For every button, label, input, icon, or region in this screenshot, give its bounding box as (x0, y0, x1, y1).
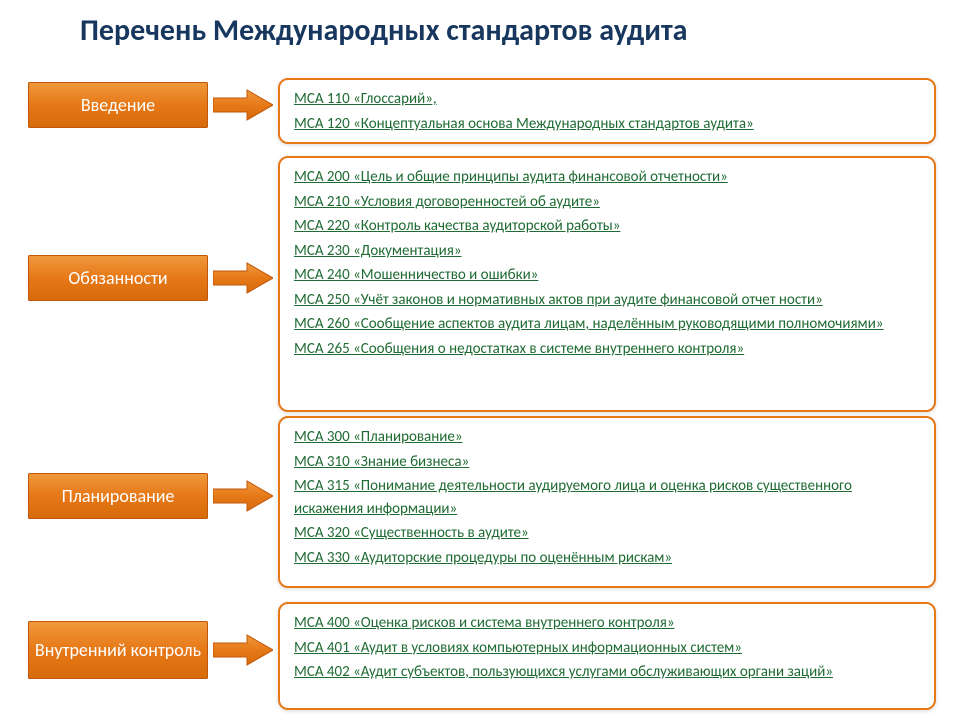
label-col: Планирование (28, 416, 208, 576)
standard-item: МСА 320 «Существенность в аудите» (294, 522, 920, 545)
content-box: МСА 200 «Цель и общие принципы аудита фи… (278, 156, 936, 412)
section-row: Обязанности МСА 200 «Цель и общие принци… (28, 156, 936, 400)
slide: Перечень Международных стандартов аудита… (0, 0, 960, 720)
section-row: Внутренний контроль МСА 400 «Оценка риск… (28, 602, 936, 698)
standard-item: МСА 230 «Документация» (294, 240, 920, 263)
page-title: Перечень Международных стандартов аудита (80, 12, 687, 49)
arrow-right-icon (213, 88, 273, 122)
standard-item: МСА 402 «Аудит субъектов, пользующихся у… (294, 661, 920, 684)
standard-item: МСА 120 «Концептуальная основа Междунаро… (294, 113, 920, 136)
standard-item: МСА 315 «Понимание деятельности аудируем… (294, 475, 920, 520)
arrow-right-icon (213, 261, 273, 295)
arrow-col (208, 78, 278, 132)
standard-item: МСА 110 «Глоссарий», (294, 88, 920, 111)
arrow-col (208, 602, 278, 698)
section-label: Обязанности (28, 255, 208, 301)
standard-item: МСА 260 «Сообщение аспектов аудита лицам… (294, 313, 920, 336)
arrow-right-icon (213, 633, 273, 667)
arrow-col (208, 156, 278, 400)
section-label: Внутренний контроль (28, 621, 208, 679)
arrow-right-icon (213, 479, 273, 513)
standard-item: МСА 240 «Мошенничество и ошибки» (294, 264, 920, 287)
arrow-col (208, 416, 278, 576)
standard-item: МСА 265 «Сообщения о недостатках в систе… (294, 338, 920, 361)
standard-item: МСА 330 «Аудиторские процедуры по оценён… (294, 547, 920, 570)
section-label: Введение (28, 82, 208, 128)
content-box: МСА 300 «Планирование»МСА 310 «Знание би… (278, 416, 936, 588)
standard-item: МСА 210 «Условия договоренностей об ауди… (294, 191, 920, 214)
section-label: Планирование (28, 473, 208, 519)
standard-item: МСА 220 «Контроль качества аудиторской р… (294, 215, 920, 238)
label-col: Введение (28, 78, 208, 132)
standard-item: МСА 300 «Планирование» (294, 426, 920, 449)
content-box: МСА 400 «Оценка рисков и система внутрен… (278, 602, 936, 710)
standard-item: МСА 400 «Оценка рисков и система внутрен… (294, 612, 920, 635)
standard-item: МСА 310 «Знание бизнеса» (294, 451, 920, 474)
label-col: Обязанности (28, 156, 208, 400)
section-row: Планирование МСА 300 «Планирование»МСА 3… (28, 416, 936, 576)
standard-item: МСА 250 «Учёт законов и нормативных акто… (294, 289, 920, 312)
standard-item: МСА 200 «Цель и общие принципы аудита фи… (294, 166, 920, 189)
section-row: Введение МСА 110 «Глоссарий»,МСА 120 «Ко… (28, 78, 936, 132)
label-col: Внутренний контроль (28, 602, 208, 698)
standard-item: МСА 401 «Аудит в условиях компьютерных и… (294, 637, 920, 660)
content-box: МСА 110 «Глоссарий»,МСА 120 «Концептуаль… (278, 78, 936, 144)
